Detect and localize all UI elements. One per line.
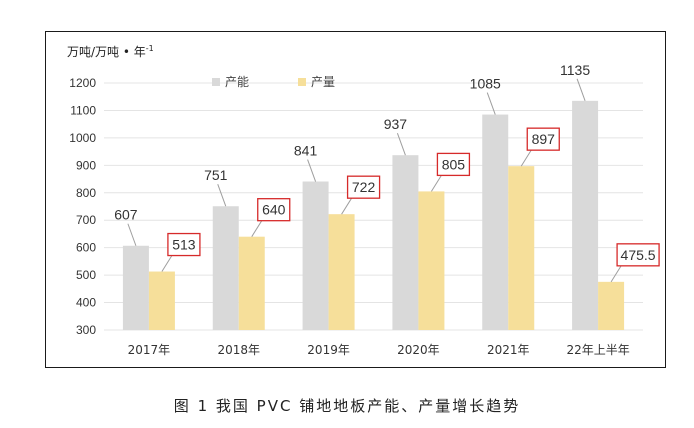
production-value-label: 475.5 [621,247,656,263]
capacity-leader-line [396,133,406,156]
legend-swatch [212,78,220,86]
bar-production [328,214,355,330]
production-value-label: 513 [172,237,196,253]
x-tick-label: 2019年 [307,343,350,357]
capacity-value-label: 751 [204,167,228,183]
production-leader-line [251,220,263,237]
bar-production [508,166,535,330]
bar-production [418,191,445,330]
figure-caption: 图 1 我国 PVC 铺地地板产能、产量增长趋势 [173,397,521,415]
capacity-value-label: 1135 [560,62,590,78]
capacity-value-label: 841 [294,143,318,159]
bar-chart: 300 400 500 600 700 800 900 1000 1100 1200 607 513… [67,44,660,357]
production-label-box [167,232,201,257]
production-value-label: 640 [262,202,286,218]
y-tick-label: 400 [76,296,96,310]
x-axis-ticks: 2017年 2018年 2019年 2020年 2021年 22年上半年 [128,343,630,357]
production-label-box [526,127,560,151]
y-tick-label: 500 [76,268,96,282]
y-tick-label: 1100 [70,103,96,117]
data-labels: 607 513 751 640 841 722 937 805 1085 897 1135 475.5 [114,62,660,283]
bar-capacity [482,114,509,330]
y-axis-ticks: 300 400 500 600 700 800 900 1000 1100 1200 [69,76,96,337]
bar-capacity [212,206,239,330]
legend-swatch [298,78,306,86]
x-tick-label: 22年上半年 [566,343,629,357]
production-value-label: 722 [352,179,376,195]
production-label-box [436,152,471,177]
production-leader-line [341,197,353,215]
capacity-leader-line [486,92,496,115]
bar-capacity [392,155,419,330]
capacity-leader-line [127,223,137,246]
legend: 产能 产量 [212,75,335,89]
production-leader-line [610,265,622,283]
capacity-leader-line [217,184,227,207]
y-tick-label: 700 [76,213,96,227]
y-tick-label: 1000 [69,131,96,145]
chart-frame: 300 400 500 600 700 800 900 1000 1100 1200 607 513… [45,31,666,368]
y-tick-label: 900 [76,158,96,172]
y-tick-label: 1200 [69,76,96,90]
bar-production [238,236,265,330]
production-leader-line [430,175,442,192]
bar-capacity [572,100,599,330]
x-tick-label: 2017年 [128,343,171,357]
gridlines [104,82,643,331]
x-tick-label: 2020年 [397,343,440,357]
capacity-value-label: 607 [114,207,138,223]
bar-production [598,281,625,330]
bar-capacity [302,181,329,330]
y-tick-label: 800 [76,186,96,200]
production-value-label: 805 [442,156,466,172]
legend-label: 产量 [311,75,335,89]
x-tick-label: 2018年 [217,343,260,357]
capacity-value-label: 937 [384,116,408,132]
bars [122,100,625,330]
production-leader-line [161,255,173,272]
capacity-leader-line [576,78,586,102]
production-label-box [346,175,381,199]
capacity-value-label: 1085 [470,76,501,92]
y-tick-label: 300 [76,323,96,337]
production-label-box [257,198,291,222]
bar-production [148,271,175,330]
y-axis-label: 万吨/万吨 • 年-1 [67,44,154,59]
production-leader-line [520,149,532,167]
capacity-leader-line [307,159,317,182]
production-value-label: 897 [532,131,556,147]
bar-capacity [122,245,149,330]
x-tick-label: 2021年 [487,343,530,357]
legend-label: 产能 [225,75,249,89]
production-label-box [616,243,660,267]
y-tick-label: 600 [76,241,96,255]
